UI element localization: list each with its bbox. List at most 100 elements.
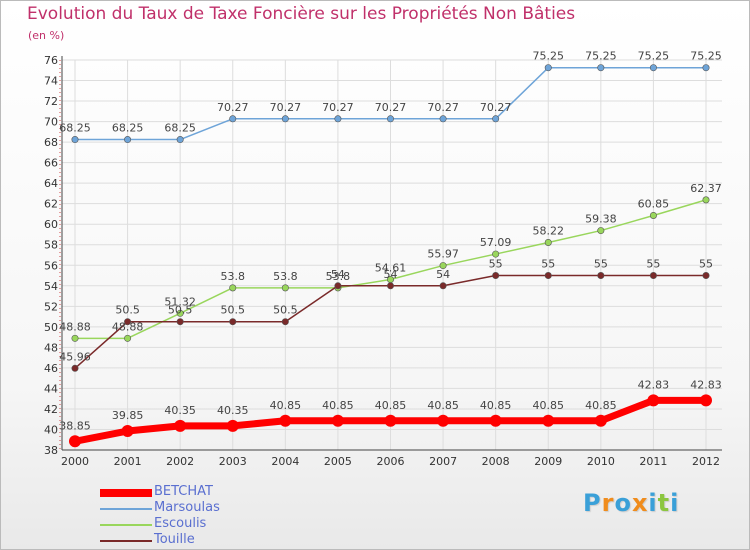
x-tick-label: 2000 [61, 455, 89, 468]
data-label-touille: 45.96 [59, 350, 91, 363]
data-point-betchat [121, 425, 134, 438]
y-tick-label: 68 [44, 136, 58, 149]
y-tick-label: 62 [44, 198, 58, 211]
data-point-marsoulas [71, 136, 79, 144]
x-tick-label: 2003 [219, 455, 247, 468]
data-point-marsoulas [649, 64, 657, 72]
data-point-touille [544, 272, 552, 280]
data-point-betchat [647, 394, 660, 407]
data-label-betchat: 40.35 [164, 404, 196, 417]
data-label-marsoulas: 68.25 [164, 122, 196, 135]
data-label-escoulis: 51.32 [164, 295, 196, 308]
data-point-escoulis [597, 227, 605, 235]
logo-letter: i [648, 489, 658, 517]
data-point-betchat [700, 394, 712, 407]
data-point-touille [702, 272, 710, 280]
data-label-marsoulas: 70.27 [270, 101, 302, 114]
legend-label: Touille [154, 532, 195, 547]
data-label-escoulis: 54.61 [375, 262, 407, 275]
chart-title: Evolution du Taux de Taxe Foncière sur l… [27, 4, 576, 24]
y-tick-label: 38 [44, 444, 58, 457]
data-label-betchat: 40.85 [375, 399, 407, 412]
data-label-marsoulas: 70.27 [375, 101, 407, 114]
x-tick-label: 2009 [534, 455, 562, 468]
data-label-touille: 55 [594, 258, 608, 271]
data-point-betchat [331, 414, 344, 427]
data-label-betchat: 40.85 [322, 399, 354, 412]
data-label-escoulis: 57.09 [480, 236, 512, 249]
data-point-betchat [489, 414, 502, 427]
data-label-marsoulas: 75.25 [585, 50, 617, 63]
legend-swatch [100, 489, 152, 497]
legend-label: Escoulis [154, 516, 207, 531]
logo-letter: x [631, 489, 649, 517]
data-label-betchat: 38.85 [59, 419, 91, 432]
data-label-escoulis: 55.97 [427, 248, 459, 261]
data-point-betchat [437, 414, 450, 427]
data-label-betchat: 40.85 [585, 399, 617, 412]
data-point-escoulis [702, 196, 710, 204]
data-point-betchat [226, 419, 239, 432]
data-point-marsoulas [176, 136, 184, 144]
logo-letter: t [657, 489, 671, 517]
data-label-escoulis: 53.8 [326, 270, 351, 283]
data-label-betchat: 42.83 [638, 378, 670, 391]
y-tick-label: 50 [44, 321, 58, 334]
y-tick-label: 54 [44, 280, 58, 293]
x-tick-label: 2010 [587, 455, 615, 468]
data-label-touille: 54 [436, 268, 450, 281]
y-tick-label: 64 [44, 177, 58, 190]
y-tick-label: 74 [44, 75, 58, 88]
y-tick-label: 72 [44, 95, 58, 108]
data-label-touille: 54 [331, 268, 345, 281]
x-tick-label: 2002 [166, 455, 194, 468]
data-labels: 68.25 68.25 68.25 70.27 70.27 70.27 70.27 70.27… [59, 50, 722, 433]
x-tick-label: 2012 [692, 455, 720, 468]
data-label-marsoulas: 75.25 [690, 50, 722, 63]
data-label-marsoulas: 75.25 [533, 50, 565, 63]
data-label-touille: 50.5 [273, 304, 298, 317]
data-label-marsoulas: 68.25 [59, 122, 91, 135]
data-point-touille [124, 318, 132, 326]
data-point-betchat [174, 419, 187, 432]
unit-label: (en %) [28, 29, 65, 42]
data-label-escoulis: 48.88 [59, 320, 91, 333]
data-point-marsoulas [702, 64, 710, 72]
data-label-marsoulas: 70.27 [480, 101, 512, 114]
data-label-marsoulas: 75.25 [638, 50, 670, 63]
y-tick-label: 48 [44, 341, 58, 354]
data-label-marsoulas: 70.27 [427, 101, 459, 114]
data-point-touille [439, 282, 447, 290]
data-point-touille [334, 282, 342, 290]
data-point-escoulis [281, 284, 289, 292]
data-point-betchat [384, 414, 397, 427]
y-tick-label: 46 [44, 362, 58, 375]
legend-label: Marsoulas [154, 500, 220, 515]
data-label-marsoulas: 68.25 [112, 122, 144, 135]
data-point-marsoulas [597, 64, 605, 72]
grid [62, 59, 722, 451]
logo-letter: r [601, 489, 615, 517]
data-point-marsoulas [544, 64, 552, 72]
data-point-betchat [542, 414, 555, 427]
y-tick-label: 70 [44, 116, 58, 129]
data-point-touille [386, 282, 394, 290]
data-label-betchat: 40.85 [533, 399, 565, 412]
y-tick-label: 58 [44, 239, 58, 252]
data-label-escoulis: 53.8 [273, 270, 298, 283]
data-label-escoulis: 60.85 [638, 197, 670, 210]
data-point-marsoulas [439, 115, 447, 123]
data-point-escoulis [176, 309, 184, 317]
data-label-touille: 55 [541, 258, 555, 271]
legend-label: BETCHAT [154, 484, 213, 499]
data-point-escoulis [649, 211, 657, 219]
x-tick-label: 2004 [271, 455, 299, 468]
data-point-touille [492, 272, 500, 280]
data-point-betchat [279, 414, 292, 427]
data-label-betchat: 40.85 [480, 399, 512, 412]
logo-letter: P [583, 489, 602, 517]
x-tick-label: 2011 [639, 455, 667, 468]
data-point-marsoulas [334, 115, 342, 123]
data-point-marsoulas [124, 136, 132, 144]
data-label-marsoulas: 70.27 [217, 101, 249, 114]
